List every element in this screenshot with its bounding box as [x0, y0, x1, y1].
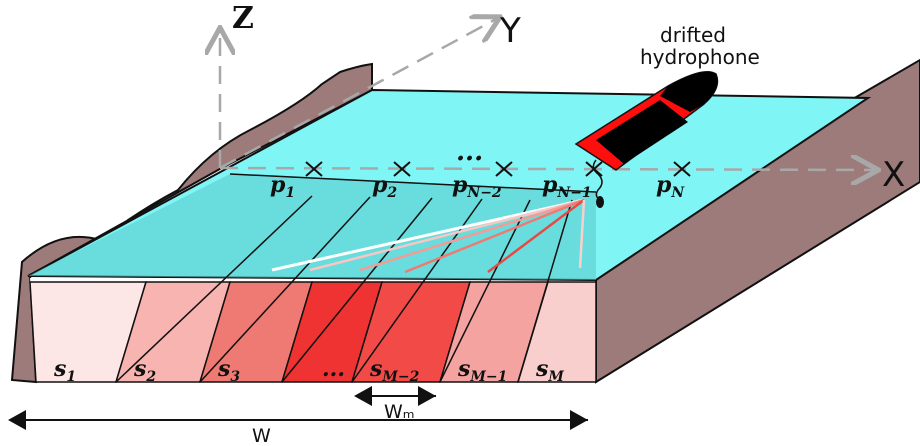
water-column — [28, 174, 596, 280]
drifting-boat — [574, 71, 719, 171]
seabed-segments — [29, 281, 597, 383]
hydrophone-receiver — [596, 196, 604, 208]
position-labels: p1 p2 pN−2 pN−1 pN ... — [270, 137, 685, 201]
segment-label: sM−2 — [369, 356, 420, 385]
segment-labels: s1 s2 s3... sM−2 sM−1 sM — [53, 356, 564, 385]
water-column-top-edge — [229, 173, 597, 193]
segment-label: ... — [322, 356, 345, 382]
segment-label: s3 — [217, 356, 240, 385]
segment-label: s2 — [133, 356, 156, 385]
position-label-pn-1: pN−1 — [542, 172, 592, 201]
position-label-pn: pN — [656, 172, 685, 201]
x-axis — [219, 168, 876, 170]
acoustic-rays — [271, 198, 586, 274]
hydrophone-cable — [592, 159, 603, 201]
z-axis-label: Z — [232, 1, 254, 36]
y-axis — [219, 18, 498, 170]
left-coastline — [10, 62, 373, 384]
hydrophone-label-line2: hydrophone — [640, 45, 760, 69]
position-label-p2: p2 — [372, 172, 397, 201]
position-label-p1: p1 — [270, 172, 295, 201]
position-label-pn-2: pN−2 — [452, 172, 502, 201]
segment-label: sM — [535, 356, 564, 385]
position-ellipsis: ... — [456, 137, 483, 167]
segment-boundaries — [115, 195, 573, 383]
total-width-label: W — [252, 425, 271, 446]
segment-label: sM−1 — [457, 356, 507, 385]
x-axis-label: X — [882, 155, 905, 195]
y-axis-label: Y — [499, 11, 521, 51]
hydrophone-label-line1: drifted — [660, 23, 726, 47]
segment-label: s1 — [53, 356, 76, 385]
